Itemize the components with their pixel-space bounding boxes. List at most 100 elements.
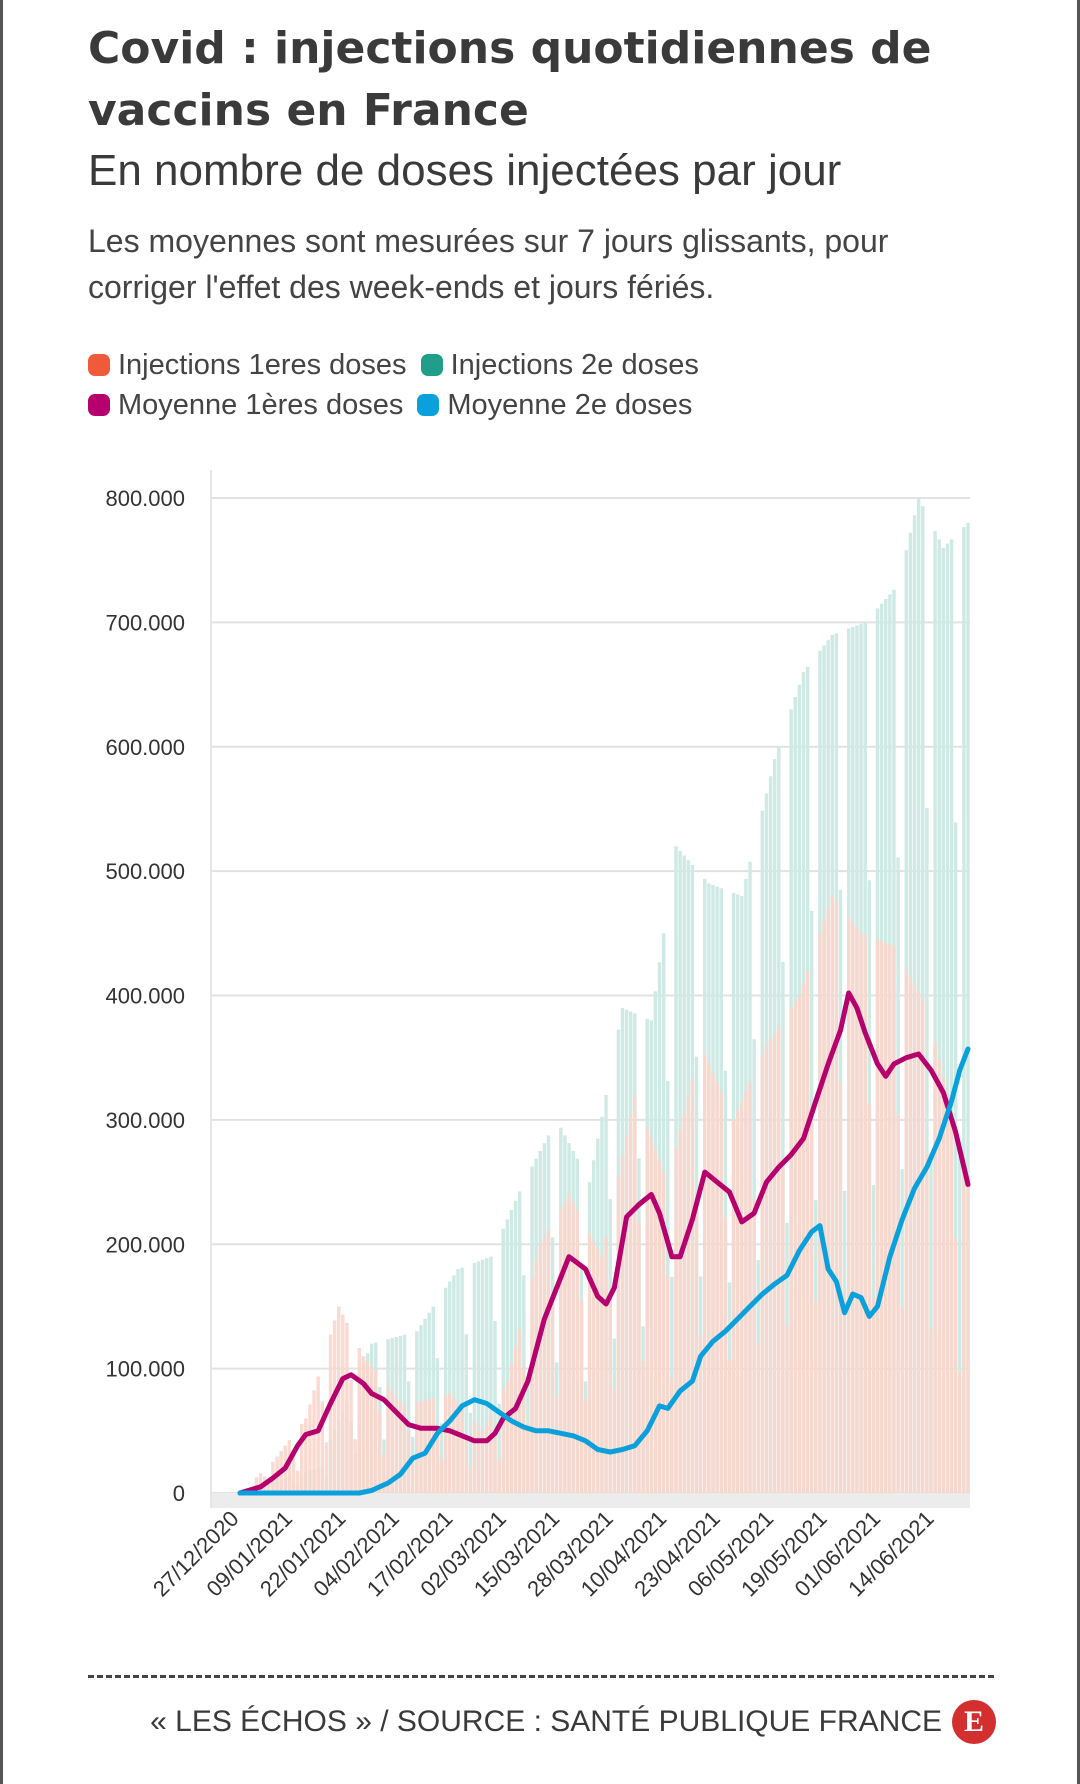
bar-first-dose (645, 1127, 649, 1493)
bar-first-dose (460, 1407, 464, 1493)
bar-first-dose (616, 1175, 621, 1493)
y-tick-label: 100.000 (105, 1357, 185, 1382)
bar-first-dose (818, 933, 822, 1493)
bar-first-dose (801, 983, 806, 1493)
bar-first-dose (666, 1275, 670, 1493)
bar-first-dose (896, 1115, 900, 1493)
legend-swatch-avg-second (417, 394, 440, 416)
bar-first-dose (731, 1119, 736, 1493)
bar-first-dose (830, 896, 834, 1493)
bar-first-dose (953, 1238, 958, 1493)
bar-first-dose (505, 1381, 510, 1493)
bar-first-dose (740, 1101, 744, 1493)
bar-first-dose (682, 1113, 686, 1493)
bars (254, 498, 970, 1494)
y-tick-label: 500.000 (105, 859, 185, 884)
bar-first-dose (686, 1096, 691, 1493)
bar-first-dose (332, 1320, 337, 1493)
x-axis-band (212, 1493, 970, 1508)
bar-first-dose (884, 942, 888, 1493)
bar-first-dose (711, 1073, 715, 1493)
bar-first-dose (443, 1394, 448, 1493)
bar-second-dose (941, 547, 946, 1493)
bar-first-dose (361, 1356, 366, 1493)
bar-first-dose (703, 1054, 707, 1493)
bar-first-dose (962, 1164, 966, 1493)
bar-second-dose (443, 1287, 448, 1493)
footer-separator (88, 1675, 994, 1678)
bar-second-dose (497, 1403, 501, 1493)
bar-first-dose (912, 984, 917, 1493)
y-tick-label: 700.000 (105, 610, 185, 635)
bar-second-dose (435, 1358, 440, 1493)
bar-first-dose (583, 1399, 588, 1493)
bar-first-dose (287, 1440, 292, 1493)
bar-first-dose (777, 1026, 781, 1493)
legend-item-avg-first: Moyenne 1ères doses (88, 389, 403, 422)
bar-second-dose (509, 1210, 514, 1493)
legend-row-2: Moyenne 1ères doses Moyenne 2e doses (88, 385, 988, 425)
bar-first-dose (797, 995, 802, 1493)
bar-first-dose (941, 1077, 946, 1493)
bar-first-dose (328, 1334, 333, 1493)
y-axis-ticks: 800.000 700.000 600.000 500.000 400.000 300.0… (105, 486, 185, 1506)
legend-swatch-second-doses (420, 354, 443, 376)
bar-first-dose (855, 927, 859, 1493)
legend-item-avg-second: Moyenne 2e doses (417, 389, 692, 422)
bar-first-dose (336, 1306, 341, 1493)
bar-first-dose (834, 901, 839, 1493)
legend-label-avg-second: Moyenne 2e doses (447, 388, 693, 421)
legend-label-avg-first: Moyenne 1ères doses (118, 388, 404, 421)
chart-title: Covid : injections quotidiennes de vacci… (88, 23, 932, 136)
bar-first-dose (752, 1199, 756, 1493)
bar-second-dose (945, 543, 950, 1493)
bar-first-dose (295, 1470, 300, 1493)
bar-first-dose (394, 1395, 399, 1493)
bar-first-dose (550, 1303, 555, 1493)
y-tick-label: 300.000 (105, 1108, 185, 1133)
bar-first-dose (707, 1063, 711, 1493)
y-tick-label: 800.000 (105, 486, 185, 511)
bar-first-dose (908, 976, 913, 1493)
bar-first-dose (320, 1401, 324, 1493)
chart-subtitle: En nombre de doses injectées par jour (88, 146, 842, 195)
bar-first-dose (542, 1237, 547, 1493)
bar-second-dose (966, 522, 970, 1493)
bar-first-dose (620, 1155, 625, 1493)
bar-first-dose (554, 1395, 559, 1493)
bar-first-dose (649, 1138, 654, 1493)
bar-first-dose (312, 1390, 316, 1493)
bar-first-dose (904, 969, 909, 1493)
bar-first-dose (653, 1149, 658, 1493)
bar-first-dose (596, 1248, 600, 1493)
bar-first-dose (530, 1278, 534, 1493)
bar-first-dose (567, 1194, 571, 1493)
bar-second-dose (501, 1228, 505, 1493)
bar-first-dose (485, 1422, 489, 1493)
bar-first-dose (875, 939, 880, 1493)
legend: Injections 1eres doses Injections 2e dos… (88, 345, 988, 425)
bar-first-dose (435, 1425, 440, 1493)
bar-first-dose (789, 1007, 793, 1493)
bar-second-dose (505, 1219, 510, 1493)
bar-first-dose (785, 1325, 789, 1493)
bar-first-dose (781, 1162, 785, 1493)
bar-second-dose (464, 1334, 468, 1493)
bar-second-dose (476, 1261, 481, 1493)
bar-first-dose (349, 1379, 353, 1493)
bar-first-dose (575, 1210, 579, 1493)
bar-second-dose (448, 1281, 452, 1493)
bar-first-dose (517, 1329, 522, 1493)
bar-first-dose (916, 992, 921, 1493)
bar-first-dose (793, 1001, 797, 1493)
bar-first-dose (633, 1095, 637, 1493)
legend-row-1: Injections 1eres doses Injections 2e dos… (88, 345, 988, 385)
bar-first-dose (423, 1400, 427, 1493)
bar-first-dose (591, 1241, 596, 1493)
bar-second-dose (929, 1153, 933, 1493)
bar-first-dose (538, 1244, 542, 1493)
y-tick-label: 0 (173, 1481, 185, 1506)
bar-first-dose (398, 1400, 403, 1493)
bar-first-dose (966, 1182, 970, 1493)
bar-first-dose (254, 1477, 259, 1493)
